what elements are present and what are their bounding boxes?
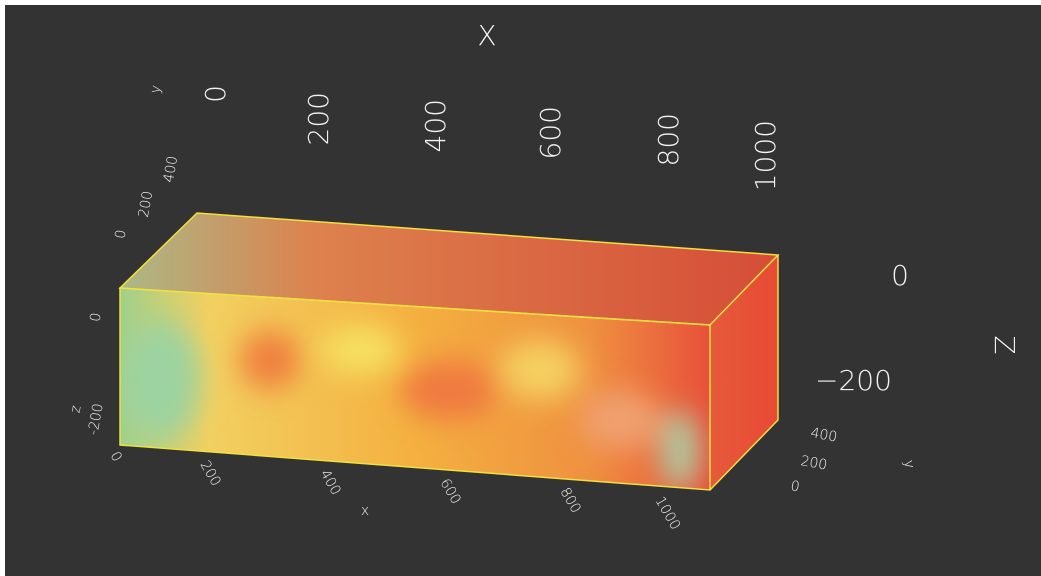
tick-label: 0 xyxy=(891,259,909,292)
axis-title: Z xyxy=(988,335,1021,354)
visualization: X 0 −200 Z 02004006008001000020040060080… xyxy=(0,0,1041,576)
tick-label: −200 xyxy=(815,364,892,397)
tick-label: 200 xyxy=(302,92,335,145)
tick-label: 600 xyxy=(534,106,567,159)
tick-label: 400 xyxy=(419,99,452,152)
axis-title: X xyxy=(477,19,496,52)
tick-label: 800 xyxy=(652,113,685,166)
axis-title: x xyxy=(361,503,369,519)
tick-label: 0 xyxy=(199,85,232,103)
tick-label: 1000 xyxy=(749,120,782,191)
